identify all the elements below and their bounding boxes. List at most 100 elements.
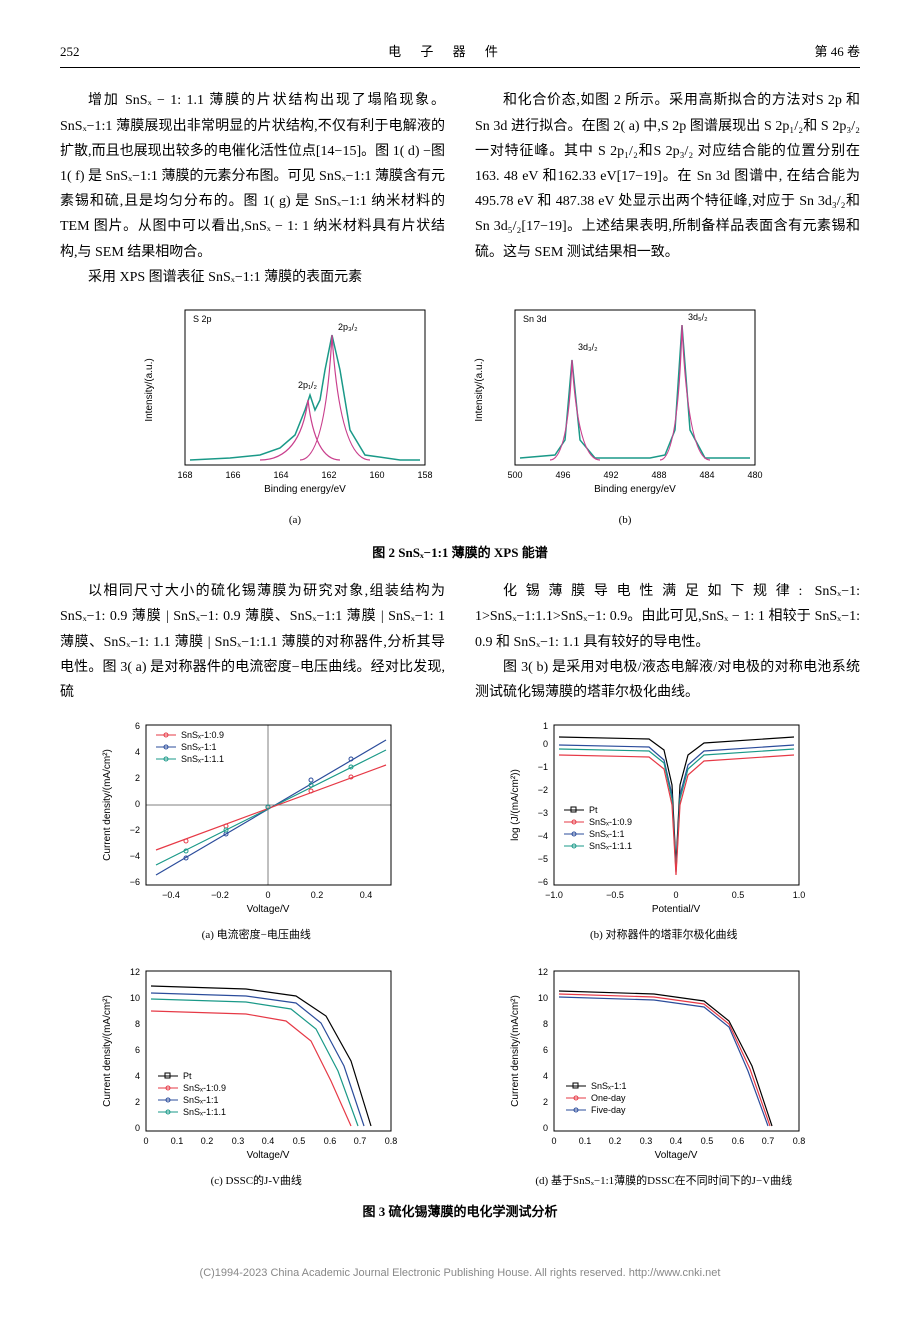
- svg-text:0.4: 0.4: [262, 1136, 275, 1146]
- svg-text:480: 480: [747, 470, 762, 480]
- fig3c-sub: (c) DSSC的J-V曲线: [96, 1172, 416, 1192]
- fig2a-peak2: 2p₃/₂: [338, 322, 358, 332]
- svg-text:−4: −4: [130, 851, 140, 861]
- figure-2: S 2p 2p₁/₂ 2p₃/₂ 168 166 164 162 160 158…: [60, 300, 860, 531]
- para-3: 和化合价态,如图 2 所示。采用高斯拟合的方法对S 2p 和 Sn 3d 进行拟…: [475, 88, 860, 264]
- svg-text:6: 6: [135, 1045, 140, 1055]
- svg-text:SnSₓ-1:1.1: SnSₓ-1:1.1: [183, 1107, 226, 1117]
- svg-text:Five-day: Five-day: [591, 1105, 626, 1115]
- para-4: 以相同尺寸大小的硫化锡薄膜为研究对象,组装结构为 SnSₓ−1: 0.9 薄膜 …: [60, 579, 445, 705]
- svg-text:SnSₓ-1:0.9: SnSₓ-1:0.9: [589, 817, 632, 827]
- svg-text:164: 164: [273, 470, 288, 480]
- fig3d: SnSₓ-1:1 One-day Five-day 0 0.1 0.2 0.3 …: [504, 961, 824, 1192]
- svg-text:1: 1: [543, 721, 548, 731]
- fig3a-sub: (a) 电流密度−电压曲线: [96, 926, 416, 946]
- body-text-1: 增加 SnSₓ − 1: 1.1 薄膜的片状结构出现了塌陷现象。SnSₓ−1:1…: [60, 88, 860, 290]
- footer: (C)1994-2023 China Academic Journal Elec…: [60, 1264, 860, 1284]
- svg-text:0.5: 0.5: [700, 1136, 713, 1146]
- svg-text:−1.0: −1.0: [545, 890, 563, 900]
- fig2-caption: 图 2 SnSₓ−1:1 薄膜的 XPS 能谱: [60, 541, 860, 564]
- fig2b-peak1: 3d₃/₂: [578, 342, 598, 352]
- svg-text:492: 492: [603, 470, 618, 480]
- svg-text:0.2: 0.2: [201, 1136, 214, 1146]
- svg-text:SnSₓ-1:0.9: SnSₓ-1:0.9: [183, 1083, 226, 1093]
- fig3-caption: 图 3 硫化锡薄膜的电化学测试分析: [60, 1200, 860, 1223]
- svg-text:168: 168: [177, 470, 192, 480]
- svg-text:One-day: One-day: [591, 1093, 626, 1103]
- svg-text:158: 158: [417, 470, 432, 480]
- svg-text:Current density/(mA/cm²): Current density/(mA/cm²): [102, 995, 113, 1107]
- svg-text:500: 500: [507, 470, 522, 480]
- para-6: 图 3( b) 是采用对电极/液态电解液/对电极的对称电池系统测试硫化锡薄膜的塔…: [475, 655, 860, 705]
- svg-text:Binding energy/eV: Binding energy/eV: [264, 484, 346, 495]
- fig3b-sub: (b) 对称器件的塔菲尔极化曲线: [504, 926, 824, 946]
- svg-text:−3: −3: [537, 808, 547, 818]
- svg-text:−5: −5: [537, 854, 547, 864]
- svg-text:0: 0: [266, 890, 271, 900]
- svg-text:1.0: 1.0: [792, 890, 805, 900]
- fig3a: SnSₓ-1:0.9 SnSₓ-1:1 SnSₓ-1:1.1 −0.4 −0.2…: [96, 715, 416, 946]
- svg-text:6: 6: [543, 1045, 548, 1055]
- svg-text:166: 166: [225, 470, 240, 480]
- volume: 第 46 卷: [814, 40, 860, 63]
- fig2b: Sn 3d 3d₃/₂ 3d₅/₂ 500 496 492 488 484 48…: [470, 300, 780, 531]
- body-text-2: 以相同尺寸大小的硫化锡薄膜为研究对象,组装结构为 SnSₓ−1: 0.9 薄膜 …: [60, 579, 860, 705]
- svg-text:0.6: 0.6: [324, 1136, 337, 1146]
- svg-text:0.8: 0.8: [385, 1136, 398, 1146]
- svg-text:0.7: 0.7: [354, 1136, 367, 1146]
- svg-text:12: 12: [538, 967, 548, 977]
- page-header: 252 电 子 器 件 第 46 卷: [60, 40, 860, 68]
- para-1: 增加 SnSₓ − 1: 1.1 薄膜的片状结构出现了塌陷现象。SnSₓ−1:1…: [60, 88, 445, 264]
- svg-text:2: 2: [543, 1097, 548, 1107]
- svg-text:SnSₓ-1:0.9: SnSₓ-1:0.9: [181, 730, 224, 740]
- svg-text:160: 160: [369, 470, 384, 480]
- svg-text:0.5: 0.5: [293, 1136, 306, 1146]
- svg-text:488: 488: [651, 470, 666, 480]
- journal-title: 电 子 器 件: [388, 40, 506, 63]
- fig2b-sub: (b): [470, 511, 780, 531]
- svg-text:0.3: 0.3: [639, 1136, 652, 1146]
- svg-text:SnSₓ-1:1: SnSₓ-1:1: [591, 1081, 626, 1091]
- svg-text:−6: −6: [537, 877, 547, 887]
- svg-text:0.2: 0.2: [311, 890, 324, 900]
- svg-text:8: 8: [135, 1019, 140, 1029]
- svg-text:0: 0: [144, 1136, 149, 1146]
- svg-text:4: 4: [543, 1071, 548, 1081]
- svg-text:0.1: 0.1: [578, 1136, 591, 1146]
- svg-text:0.4: 0.4: [669, 1136, 682, 1146]
- svg-text:−6: −6: [130, 877, 140, 887]
- svg-text:0.6: 0.6: [731, 1136, 744, 1146]
- svg-text:10: 10: [130, 993, 140, 1003]
- fig3d-sub: (d) 基于SnSₓ−1:1薄膜的DSSC在不同时间下的J−V曲线: [504, 1172, 824, 1192]
- svg-text:0.3: 0.3: [232, 1136, 245, 1146]
- svg-text:0: 0: [551, 1136, 556, 1146]
- fig2b-label: Sn 3d: [523, 314, 547, 324]
- svg-text:0: 0: [135, 1123, 140, 1133]
- page-number: 252: [60, 40, 80, 63]
- svg-text:10: 10: [538, 993, 548, 1003]
- svg-text:log (J/(mA/cm²)): log (J/(mA/cm²)): [510, 769, 521, 841]
- svg-text:Pt: Pt: [589, 805, 598, 815]
- svg-text:SnSₓ-1:1.1: SnSₓ-1:1.1: [181, 754, 224, 764]
- para-2: 采用 XPS 图谱表征 SnSₓ−1:1 薄膜的表面元素: [60, 265, 445, 290]
- svg-text:0.8: 0.8: [792, 1136, 805, 1146]
- fig2a-sub: (a): [140, 511, 450, 531]
- svg-text:Intensity/(a.u.): Intensity/(a.u.): [474, 358, 485, 421]
- svg-text:SnSₓ-1:1.1: SnSₓ-1:1.1: [589, 841, 632, 851]
- svg-text:−2: −2: [130, 825, 140, 835]
- fig3c: Pt SnSₓ-1:0.9 SnSₓ-1:1 SnSₓ-1:1.1 0 0.1 …: [96, 961, 416, 1192]
- svg-text:0.5: 0.5: [731, 890, 744, 900]
- svg-text:2: 2: [135, 1097, 140, 1107]
- svg-text:Pt: Pt: [183, 1071, 192, 1081]
- svg-text:SnSₓ-1:1: SnSₓ-1:1: [589, 829, 624, 839]
- svg-text:6: 6: [135, 721, 140, 731]
- svg-text:−2: −2: [537, 785, 547, 795]
- svg-text:SnSₓ-1:1: SnSₓ-1:1: [181, 742, 216, 752]
- svg-text:496: 496: [555, 470, 570, 480]
- svg-text:4: 4: [135, 1071, 140, 1081]
- figure-3: SnSₓ-1:0.9 SnSₓ-1:1 SnSₓ-1:1.1 −0.4 −0.2…: [60, 715, 860, 1192]
- svg-text:0.1: 0.1: [171, 1136, 184, 1146]
- svg-text:−4: −4: [537, 831, 547, 841]
- svg-text:0.2: 0.2: [608, 1136, 621, 1146]
- svg-text:484: 484: [699, 470, 714, 480]
